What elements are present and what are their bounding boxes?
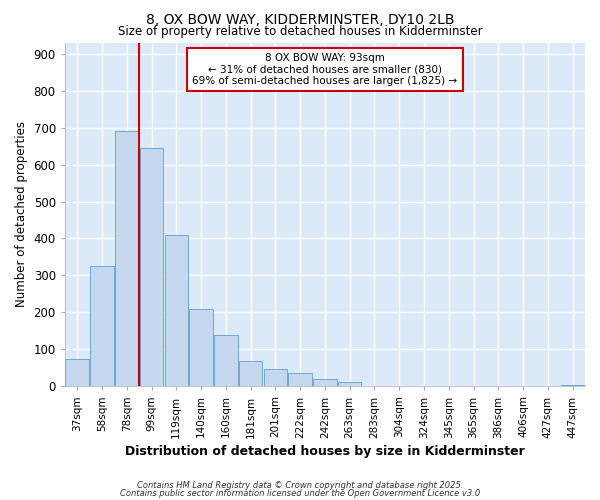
- Bar: [561, 384, 584, 386]
- Text: Contains public sector information licensed under the Open Government Licence v3: Contains public sector information licen…: [120, 488, 480, 498]
- Text: 8 OX BOW WAY: 93sqm
← 31% of detached houses are smaller (830)
69% of semi-detac: 8 OX BOW WAY: 93sqm ← 31% of detached ho…: [193, 53, 457, 86]
- Text: 8, OX BOW WAY, KIDDERMINSTER, DY10 2LB: 8, OX BOW WAY, KIDDERMINSTER, DY10 2LB: [146, 12, 454, 26]
- Bar: [239, 360, 262, 386]
- Bar: [90, 266, 114, 386]
- Bar: [313, 379, 337, 386]
- Bar: [65, 358, 89, 386]
- Text: Size of property relative to detached houses in Kidderminster: Size of property relative to detached ho…: [118, 25, 482, 38]
- Bar: [338, 382, 361, 386]
- Bar: [214, 334, 238, 386]
- Bar: [263, 370, 287, 386]
- Bar: [289, 374, 312, 386]
- Bar: [164, 235, 188, 386]
- Bar: [140, 148, 163, 386]
- Y-axis label: Number of detached properties: Number of detached properties: [15, 122, 28, 308]
- Bar: [115, 131, 139, 386]
- Bar: [190, 308, 213, 386]
- X-axis label: Distribution of detached houses by size in Kidderminster: Distribution of detached houses by size …: [125, 444, 525, 458]
- Text: Contains HM Land Registry data © Crown copyright and database right 2025.: Contains HM Land Registry data © Crown c…: [137, 481, 463, 490]
